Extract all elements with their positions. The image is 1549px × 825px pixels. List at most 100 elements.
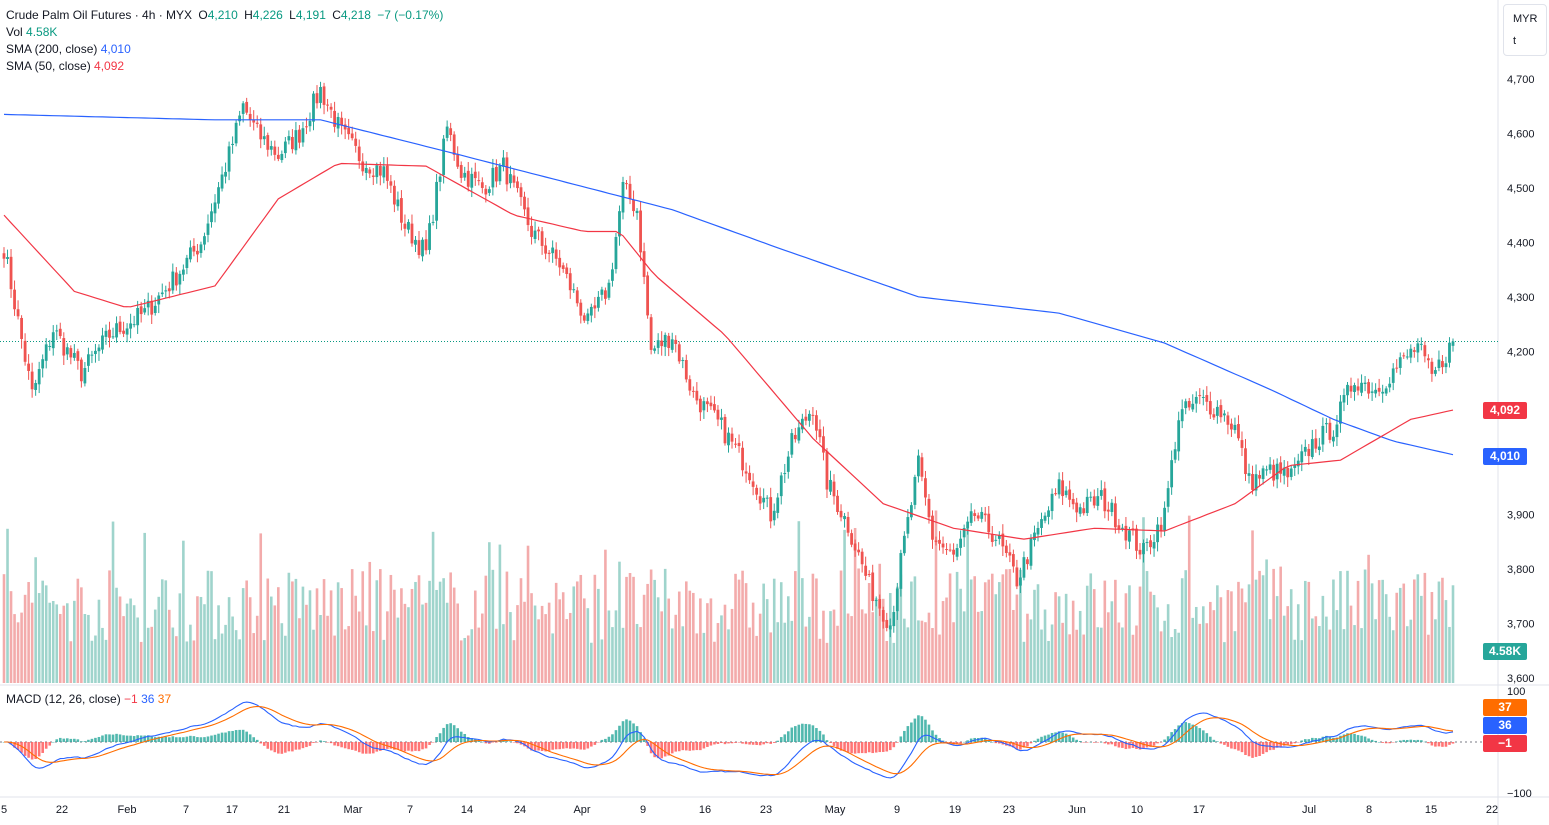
macd-histogram-bar bbox=[456, 728, 459, 742]
volume-bar bbox=[713, 641, 716, 683]
candle-body bbox=[632, 199, 635, 212]
macd-histogram-bar bbox=[1279, 742, 1282, 748]
candle-body bbox=[122, 330, 125, 334]
candle-body bbox=[646, 275, 650, 316]
candle-body bbox=[41, 359, 45, 369]
volume-bar bbox=[491, 569, 495, 683]
macd-histogram-bar bbox=[1244, 742, 1247, 755]
candle-body bbox=[181, 269, 185, 275]
macd-histogram-bar bbox=[277, 742, 280, 754]
volume-bar bbox=[1353, 625, 1356, 683]
volume-bar bbox=[1019, 569, 1022, 683]
volume-bar bbox=[762, 583, 765, 683]
legend-sma50[interactable]: SMA (50, close) 4,092 bbox=[6, 58, 124, 75]
macd-histogram-bar bbox=[1247, 742, 1251, 757]
macd-histogram-bar bbox=[403, 742, 407, 752]
symbol-title[interactable]: Crude Palm Oil Futures · 4h · MYX bbox=[6, 8, 193, 22]
volume-bar bbox=[231, 616, 234, 683]
volume-bar bbox=[1121, 627, 1124, 683]
macd-histogram-bar bbox=[772, 742, 776, 743]
macd-histogram-bar bbox=[1261, 742, 1265, 754]
time-axis-label: 22 bbox=[1486, 804, 1498, 816]
macd-histogram-bar bbox=[48, 742, 52, 746]
volume-bar bbox=[1152, 594, 1156, 683]
candle-body bbox=[625, 183, 628, 185]
volume-bar bbox=[783, 622, 787, 683]
candle-body bbox=[1300, 451, 1304, 463]
candle-body bbox=[881, 610, 885, 622]
volume-bar bbox=[463, 637, 467, 683]
volume-bar bbox=[34, 557, 37, 683]
candle-body bbox=[663, 334, 667, 347]
candle-body bbox=[1233, 424, 1237, 431]
candle-body bbox=[1451, 341, 1455, 346]
volume-bar bbox=[1061, 622, 1064, 683]
volume-bar bbox=[1233, 631, 1237, 683]
time-axis-label: 7 bbox=[183, 804, 189, 816]
volume-bar bbox=[326, 615, 329, 683]
volume-bar bbox=[1244, 602, 1247, 683]
macd-histogram-bar bbox=[136, 735, 139, 742]
candle-body bbox=[431, 221, 435, 223]
candle-body bbox=[62, 338, 66, 356]
candle-body bbox=[741, 447, 744, 471]
macd-histogram-bar bbox=[76, 739, 80, 742]
macd-histogram-bar bbox=[62, 738, 66, 742]
price-tick-label: 4,400 bbox=[1507, 237, 1535, 249]
volume-bar bbox=[1268, 619, 1272, 683]
macd-histogram-bar bbox=[790, 727, 794, 742]
macd-histogram-bar bbox=[241, 729, 245, 742]
volume-bar bbox=[836, 625, 839, 683]
macd-histogram-bar bbox=[55, 739, 59, 742]
macd-histogram-bar bbox=[1251, 742, 1254, 758]
macd-histogram-bar bbox=[259, 742, 263, 744]
volume-bar bbox=[758, 613, 762, 683]
macd-histogram-bar bbox=[1321, 736, 1325, 742]
macd-tick-label: 100 bbox=[1507, 686, 1525, 698]
macd-histogram-bar bbox=[1311, 737, 1314, 742]
sma200-price-tag: 4,010 bbox=[1483, 448, 1527, 465]
macd-histogram-bar bbox=[649, 742, 653, 754]
candle-body bbox=[174, 272, 178, 286]
volume-bar bbox=[1293, 639, 1297, 683]
legend-sma200[interactable]: SMA (200, close) 4,010 bbox=[6, 41, 131, 58]
legend-volume[interactable]: Vol 4.58K bbox=[6, 24, 57, 41]
volume-bar bbox=[315, 588, 319, 683]
macd-histogram-bar bbox=[1029, 742, 1033, 744]
candle-body bbox=[396, 199, 400, 207]
candle-body bbox=[924, 478, 927, 498]
volume-bar bbox=[1423, 572, 1427, 683]
macd-histogram-bar bbox=[234, 730, 238, 742]
candle-body bbox=[1082, 508, 1086, 514]
macd-histogram-bar bbox=[466, 736, 470, 742]
macd-histogram-bar bbox=[667, 742, 671, 756]
volume-bar bbox=[466, 635, 470, 683]
candle-body bbox=[829, 479, 832, 492]
volume-bar bbox=[262, 640, 266, 683]
volume-bar bbox=[301, 586, 305, 683]
macd-histogram-bar bbox=[825, 740, 829, 742]
volume-bar bbox=[1089, 573, 1093, 683]
volume-bar bbox=[983, 582, 987, 683]
candle-body bbox=[2, 253, 6, 259]
candle-body bbox=[1061, 480, 1065, 497]
volume-bar bbox=[189, 624, 192, 683]
macd-histogram-bar bbox=[512, 742, 516, 743]
macd-histogram-bar bbox=[614, 730, 618, 742]
candle-body bbox=[290, 137, 294, 150]
macd-histogram-bar bbox=[684, 742, 688, 751]
volume-bar bbox=[424, 602, 428, 683]
volume-bar bbox=[1391, 630, 1395, 683]
legend-macd[interactable]: MACD (12, 26, close) −1 36 37 bbox=[6, 691, 171, 708]
high-value: 4,226 bbox=[252, 8, 283, 22]
volume-bar bbox=[104, 639, 108, 683]
candle-body bbox=[305, 126, 308, 128]
currency-unit-button[interactable]: MYR t bbox=[1503, 4, 1547, 56]
volume-bar bbox=[1342, 629, 1346, 683]
volume-bar bbox=[1398, 587, 1402, 683]
candle-body bbox=[748, 472, 752, 481]
price-tick-label: 4,700 bbox=[1507, 74, 1535, 86]
macd-histogram-bar bbox=[118, 734, 122, 742]
volume-bar bbox=[1420, 595, 1423, 683]
